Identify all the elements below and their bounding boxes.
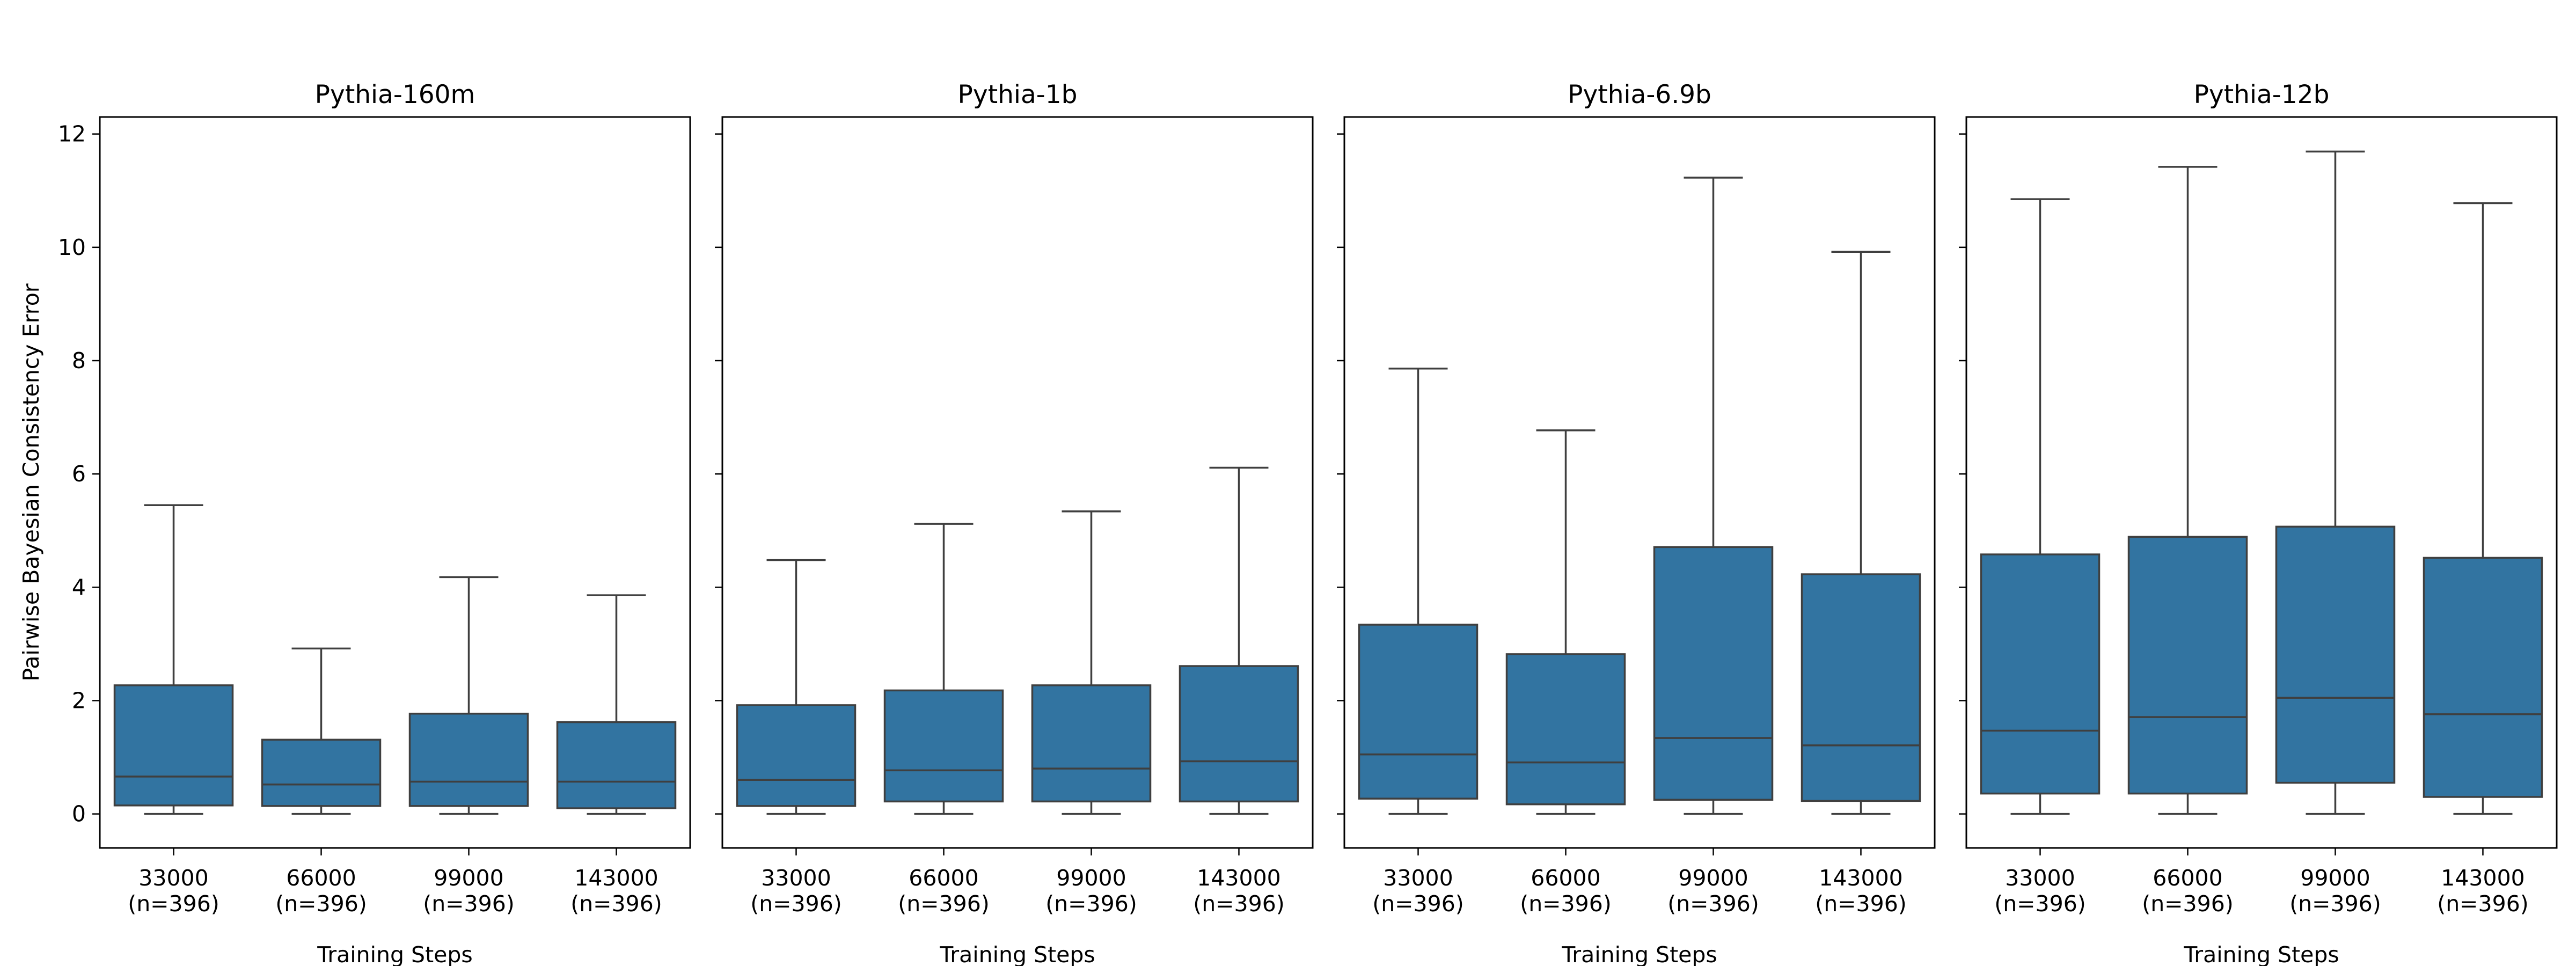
box-4 (1179, 466, 1299, 815)
iqr-box (556, 721, 677, 809)
x-tick-label: (n=396) (898, 891, 990, 917)
x-axis-label: Training Steps (939, 942, 1095, 966)
x-tick-label: 33000 (2005, 865, 2075, 891)
panel-4: Pythia-12b33000(n=396)66000(n=396)99000(… (1959, 80, 2558, 966)
x-tick-label: (n=396) (1815, 891, 1907, 917)
x-tick-label: (n=396) (2289, 891, 2381, 917)
box-4 (2423, 202, 2543, 815)
box-2 (261, 647, 382, 815)
box-1 (1980, 198, 2101, 815)
x-tick-label: (n=396) (423, 891, 515, 917)
y-tick-label: 6 (72, 461, 86, 487)
x-tick-label: (n=396) (128, 891, 219, 917)
x-tick-label: 143000 (2441, 865, 2525, 891)
box-2 (2127, 166, 2248, 815)
x-tick-label: 66000 (1531, 865, 1600, 891)
iqr-box (1505, 653, 1626, 806)
panels: Pythia-160m02468101233000(n=396)66000(n=… (58, 80, 2558, 966)
x-axis-label: Training Steps (1561, 942, 1717, 966)
x-axis-label: Training Steps (317, 942, 473, 966)
x-tick-label: 33000 (1383, 865, 1453, 891)
panel-title: Pythia-6.9b (1568, 80, 1711, 109)
x-tick-label: 99000 (2300, 865, 2370, 891)
iqr-box (113, 684, 234, 807)
x-tick-label: (n=396) (1667, 891, 1759, 917)
iqr-box (1358, 624, 1479, 800)
x-tick-label: 66000 (909, 865, 978, 891)
x-tick-label: 33000 (761, 865, 831, 891)
x-tick-label: (n=396) (1994, 891, 2086, 917)
x-tick-label: 99000 (1056, 865, 1126, 891)
box-1 (736, 559, 857, 815)
x-tick-label: 143000 (574, 865, 658, 891)
x-tick-label: (n=396) (275, 891, 367, 917)
y-tick-label: 10 (58, 235, 86, 260)
panel-title: Pythia-160m (315, 80, 475, 109)
x-tick-label: (n=396) (750, 891, 842, 917)
x-tick-label: (n=396) (1045, 891, 1137, 917)
plot-frame (1965, 116, 2558, 849)
x-tick-label: 33000 (138, 865, 208, 891)
box-3 (408, 576, 529, 815)
iqr-box (1801, 573, 1921, 802)
x-tick-label: (n=396) (2437, 891, 2529, 917)
box-2 (1505, 429, 1626, 815)
x-tick-label: (n=396) (570, 891, 662, 917)
x-tick-label: (n=396) (1372, 891, 1464, 917)
iqr-box (883, 689, 1004, 803)
x-tick-label: (n=396) (2142, 891, 2234, 917)
box-3 (1653, 177, 1774, 815)
box-3 (2275, 150, 2396, 815)
panel-2: Pythia-1b33000(n=396)66000(n=396)99000(n… (715, 80, 1314, 966)
x-tick-label: 143000 (1197, 865, 1281, 891)
x-tick-label: (n=396) (1520, 891, 1612, 917)
y-tick-label: 8 (72, 348, 86, 374)
iqr-box (2275, 525, 2396, 784)
iqr-box (1653, 546, 1774, 801)
y-tick-label: 0 (72, 801, 86, 827)
x-tick-label: 66000 (286, 865, 356, 891)
y-tick-label: 4 (72, 574, 86, 600)
iqr-box (408, 713, 529, 807)
x-tick-label: (n=396) (1193, 891, 1285, 917)
panel-3: Pythia-6.9b33000(n=396)66000(n=396)99000… (1337, 80, 1936, 966)
iqr-box (1031, 684, 1152, 803)
x-tick-label: 143000 (1819, 865, 1903, 891)
box-4 (1801, 251, 1921, 815)
iqr-box (261, 738, 382, 807)
box-3 (1031, 510, 1152, 815)
y-tick-label: 12 (58, 121, 86, 147)
iqr-box (2423, 557, 2543, 798)
x-tick-label: 66000 (2153, 865, 2222, 891)
plot-frame (721, 116, 1314, 849)
box-4 (556, 594, 677, 815)
iqr-box (736, 704, 857, 807)
panel-1: Pythia-160m02468101233000(n=396)66000(n=… (58, 80, 691, 966)
y-tick-label: 2 (72, 687, 86, 713)
panel-title: Pythia-12b (2194, 80, 2330, 109)
iqr-box (2127, 536, 2248, 795)
plot-frame (99, 116, 691, 849)
plot-frame (1343, 116, 1936, 849)
iqr-box (1980, 553, 2101, 795)
x-axis-label: Training Steps (2183, 942, 2339, 966)
y-axis-label: Pairwise Bayesian Consistency Error (18, 283, 44, 681)
panel-title: Pythia-1b (958, 80, 1078, 109)
box-1 (1358, 368, 1479, 815)
box-2 (883, 523, 1004, 815)
x-tick-label: 99000 (434, 865, 503, 891)
box-1 (113, 504, 234, 815)
x-tick-label: 99000 (1678, 865, 1748, 891)
iqr-box (1179, 665, 1299, 803)
